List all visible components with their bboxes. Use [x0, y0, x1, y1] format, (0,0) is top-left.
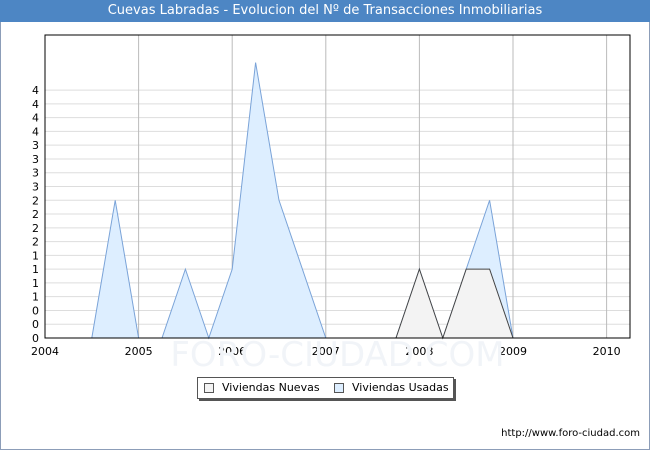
- x-tick-label: 2008: [405, 345, 433, 358]
- y-tick-label: 1: [32, 291, 39, 304]
- source-url: http://www.foro-ciudad.com: [501, 428, 640, 439]
- y-tick-label: 1: [32, 277, 39, 290]
- y-tick-label: 1: [32, 263, 39, 276]
- y-tick-label: 2: [32, 194, 39, 207]
- y-tick-label: 4: [32, 98, 39, 111]
- x-tick-label: 2004: [31, 345, 59, 358]
- y-tick-label: 3: [32, 181, 39, 194]
- y-tick-label: 4: [32, 84, 39, 97]
- y-tick-label: 0: [32, 304, 39, 317]
- legend-swatch-usadas: [334, 383, 344, 393]
- x-tick-label: 2006: [218, 345, 246, 358]
- legend-swatch-nuevas: [204, 383, 214, 393]
- x-tick-label: 2010: [593, 345, 621, 358]
- legend-label-usadas: Viviendas Usadas: [352, 381, 449, 394]
- legend: Viviendas Nuevas Viviendas Usadas: [197, 377, 454, 399]
- y-tick-label: 0: [32, 318, 39, 331]
- x-tick-label: 2009: [499, 345, 527, 358]
- y-tick-label: 3: [32, 167, 39, 180]
- y-tick-label: 0: [32, 332, 39, 345]
- y-tick-label: 4: [32, 125, 39, 138]
- plot-border: [44, 34, 631, 339]
- y-tick-label: 2: [32, 236, 39, 249]
- x-tick-label: 2007: [312, 345, 340, 358]
- y-tick-label: 3: [32, 139, 39, 152]
- series-line-1: [395, 267, 514, 340]
- y-tick-label: 2: [32, 208, 39, 221]
- y-tick-label: 3: [32, 153, 39, 166]
- y-tick-label: 4: [32, 112, 39, 125]
- y-tick-label: 2: [32, 222, 39, 235]
- y-tick-label: 1: [32, 249, 39, 262]
- x-tick-label: 2005: [125, 345, 153, 358]
- chart-title: Cuevas Labradas - Evolucion del Nº de Tr…: [0, 0, 650, 22]
- legend-label-nuevas: Viviendas Nuevas: [222, 381, 320, 394]
- watermark: FORO-CIUDAD.COM: [170, 335, 504, 375]
